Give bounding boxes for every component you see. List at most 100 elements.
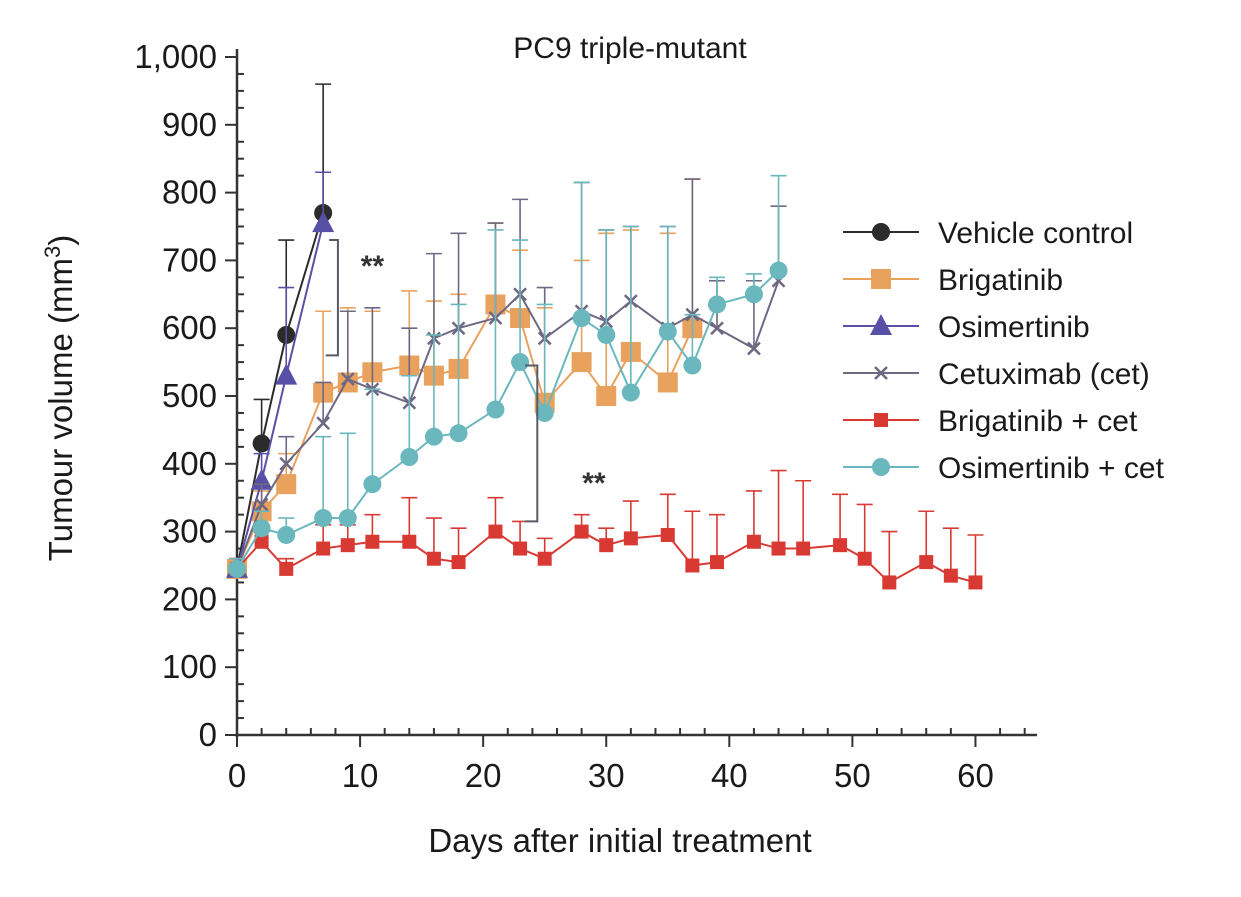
data-point: [228, 559, 246, 578]
data-point: [657, 372, 678, 393]
legend-marker: [870, 314, 892, 335]
data-point: [574, 524, 589, 539]
legend-marker: [872, 458, 890, 476]
data-point: [279, 561, 294, 576]
x-tick-label: 60: [957, 757, 994, 794]
data-point: [882, 575, 897, 590]
data-point: [340, 538, 355, 553]
data-point: [710, 321, 724, 336]
series-5: [228, 174, 788, 578]
data-point: [252, 519, 271, 538]
significance-bracket: [525, 364, 539, 523]
y-tick-label: 600: [162, 309, 217, 346]
data-point: [340, 372, 355, 386]
data-point: [316, 541, 331, 556]
y-tick-label: 700: [162, 241, 217, 278]
legend-label: Cetuximab (cet): [938, 358, 1150, 391]
x-axis-title: Days after initial treatment: [428, 822, 811, 859]
legend: Vehicle control Brigatinib Osimertinib Cetu…: [843, 217, 1165, 485]
series-line: [236, 212, 325, 570]
x-tick-label: 50: [834, 757, 871, 794]
y-tick-label: 100: [162, 648, 217, 685]
data-point: [424, 427, 443, 446]
data-point: [744, 285, 763, 304]
y-tick-label: 0: [199, 716, 217, 753]
legend-entry-2: Osimertinib: [843, 311, 1090, 344]
y-tick-label: 500: [162, 377, 217, 414]
data-point: [833, 538, 848, 553]
legend-marker: [874, 413, 888, 427]
data-point: [252, 434, 271, 453]
data-point: [316, 416, 331, 431]
legend-entry-5: Osimertinib + cet: [843, 452, 1165, 485]
data-point: [621, 383, 640, 402]
y-tick-label: 800: [162, 174, 217, 211]
legend-marker: [874, 366, 888, 380]
data-point: [338, 509, 357, 528]
data-point: [449, 424, 468, 443]
x-tick-label: 30: [588, 757, 625, 794]
y-tick-label: 200: [162, 580, 217, 617]
data-point: [486, 400, 505, 419]
plot-area: 0 100 200 300 400 500 600 700 800 900 1,000 0 10 20 30…: [134, 38, 1037, 794]
data-point: [857, 551, 872, 566]
series-0: [228, 83, 333, 578]
data-point: [685, 558, 700, 573]
legend-marker: [871, 269, 891, 289]
data-point: [943, 568, 958, 583]
data-point: [254, 534, 269, 549]
data-point: [426, 551, 441, 566]
data-point: [968, 575, 983, 590]
data-point: [771, 541, 786, 556]
legend-label: Osimertinib + cet: [938, 452, 1165, 485]
legend-label: Brigatinib + cet: [938, 405, 1138, 438]
y-tick-label: 300: [162, 513, 217, 550]
legend-marker: [872, 223, 890, 241]
data-point: [747, 341, 761, 356]
significance-label: **: [361, 250, 385, 283]
data-point: [365, 534, 380, 549]
data-point: [572, 309, 591, 328]
data-point: [683, 356, 702, 375]
y-tick-label: 1,000: [134, 38, 217, 75]
data-point: [658, 322, 677, 341]
data-point: [919, 555, 934, 570]
data-point: [746, 534, 761, 549]
data-point: [363, 475, 382, 494]
legend-label: Brigatinib: [938, 264, 1063, 297]
data-point: [277, 525, 296, 544]
data-point: [623, 531, 638, 546]
x-tick-label: 20: [465, 757, 502, 794]
y-axis-title: Tumour volume (mm3): [40, 235, 79, 561]
data-point: [599, 538, 614, 553]
legend-entry-1: Brigatinib: [843, 264, 1063, 297]
y-tick-label: 400: [162, 445, 217, 482]
x-tick-label: 40: [711, 757, 748, 794]
legend-entry-4: Brigatinib + cet: [843, 405, 1138, 438]
legend-entry-3: Cetuximab (cet): [843, 358, 1150, 391]
data-point: [511, 353, 530, 372]
y-axis-title-close: ): [42, 235, 79, 246]
data-point: [513, 541, 528, 556]
series-line: [236, 280, 780, 570]
data-point: [796, 541, 811, 556]
data-point: [451, 555, 466, 570]
data-point: [571, 352, 592, 373]
series-3: [229, 178, 787, 576]
legend-label: Vehicle control: [938, 217, 1133, 250]
data-point: [314, 509, 333, 528]
data-point: [400, 448, 419, 467]
data-point: [275, 363, 298, 385]
data-point: [254, 497, 269, 512]
data-point: [488, 524, 503, 539]
y-tick-label: 900: [162, 106, 217, 143]
data-point: [769, 261, 788, 280]
data-point: [537, 551, 552, 566]
data-point: [535, 403, 554, 422]
y-axis-title-sup: 3: [40, 246, 65, 258]
data-point: [312, 211, 335, 233]
series-line: [236, 222, 325, 570]
significance-bracket: [325, 239, 339, 357]
